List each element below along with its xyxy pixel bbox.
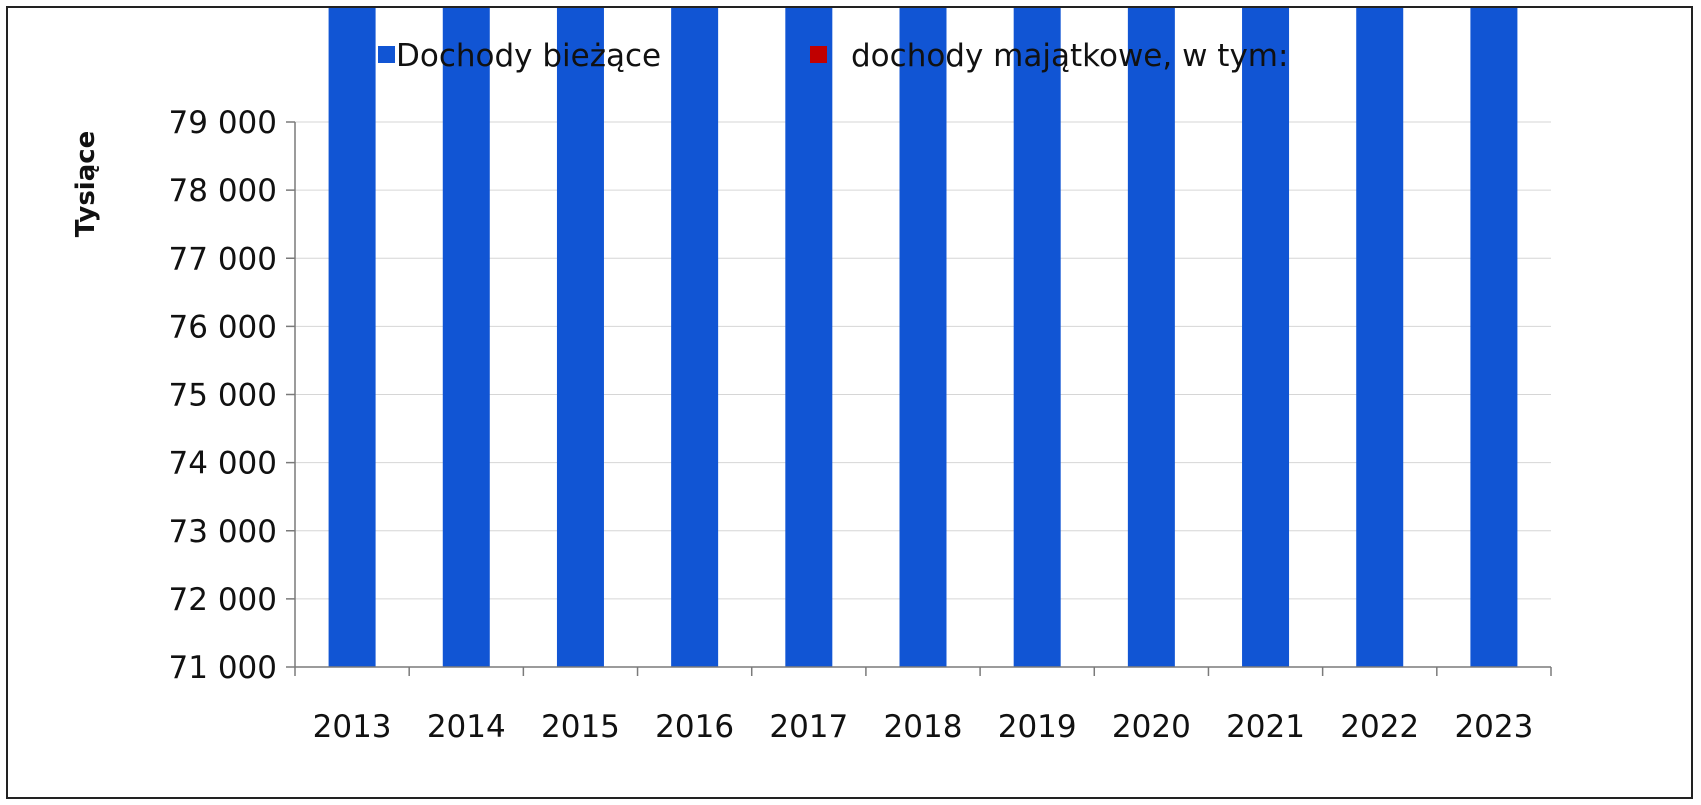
bar-dochody-biezace-2020 [1127, 8, 1175, 667]
bars [328, 8, 1518, 667]
x-tick-label: 2023 [1454, 709, 1533, 745]
bar-dochody-biezace-2018 [899, 8, 947, 667]
x-tick-label: 2019 [998, 709, 1077, 745]
y-tick-label: 71 000 [169, 650, 277, 686]
legend: Dochody bieżące dochody majątkowe, w tym: [378, 38, 1288, 74]
legend-label: dochody majątkowe, w tym: [851, 38, 1288, 74]
stacked-bar-chart: 71 000 72 000 73 000 74 000 75 000 76 000 77 0… [71, 8, 1552, 745]
bar-dochody-biezace-2013 [328, 8, 376, 667]
legend-swatch [810, 46, 827, 63]
bar-dochody-biezace-2021 [1242, 8, 1290, 667]
x-tick-label: 2021 [1226, 709, 1305, 745]
y-tick-label: 74 000 [169, 446, 277, 482]
x-tick-label: 2022 [1340, 709, 1419, 745]
y-axis-title: Tysiące [71, 131, 101, 238]
x-tick-label: 2015 [541, 709, 620, 745]
legend-label: Dochody bieżące [396, 38, 661, 74]
x-tick-label: 2017 [769, 709, 848, 745]
bar-dochody-biezace-2019 [1013, 8, 1061, 667]
y-tick-label: 78 000 [169, 173, 277, 209]
bar-dochody-biezace-2023 [1470, 8, 1518, 667]
x-tick-label: 2014 [427, 709, 506, 745]
chart-frame: 71 000 72 000 73 000 74 000 75 000 76 000 77 0… [6, 6, 1693, 799]
y-tick-label: 72 000 [169, 582, 277, 618]
bar-dochody-biezace-2015 [556, 8, 604, 667]
x-tick-label: 2013 [313, 709, 392, 745]
tick-labels: 71 000 72 000 73 000 74 000 75 000 76 000 77 0… [169, 105, 1534, 745]
y-tick-label: 73 000 [169, 514, 277, 550]
legend-swatch [378, 46, 395, 63]
y-tick-label: 77 000 [169, 241, 277, 277]
bar-dochody-biezace-2017 [785, 8, 833, 667]
bar-dochody-biezace-2014 [442, 8, 490, 667]
y-tick-label: 76 000 [169, 309, 277, 345]
y-tick-label: 79 000 [169, 105, 277, 141]
bar-dochody-biezace-2016 [671, 8, 719, 667]
axes [286, 121, 1552, 676]
bar-dochody-biezace-2022 [1356, 8, 1404, 667]
y-tick-label: 75 000 [169, 378, 277, 414]
x-tick-label: 2016 [655, 709, 734, 745]
x-tick-label: 2020 [1112, 709, 1191, 745]
x-tick-label: 2018 [884, 709, 963, 745]
